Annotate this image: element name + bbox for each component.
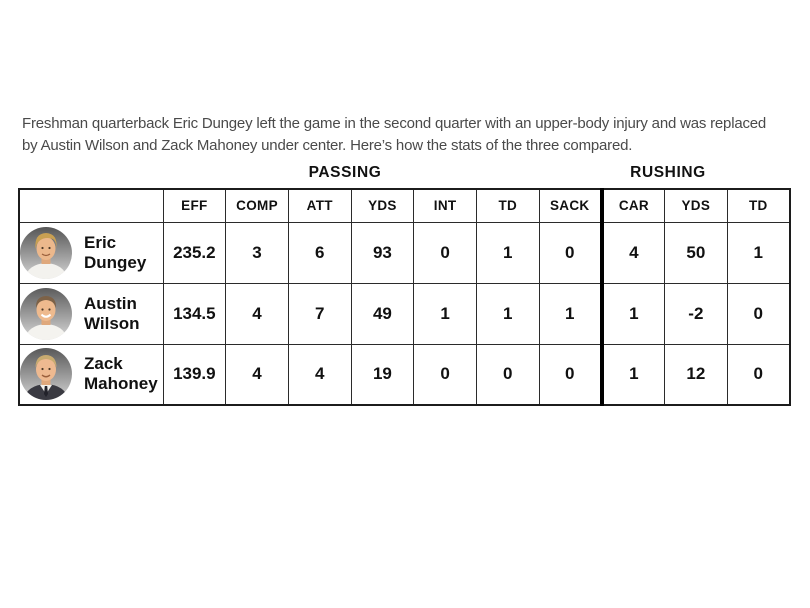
austin-wilson-headshot (20, 287, 72, 340)
stat-cell: 235.2 (162, 221, 227, 284)
player-cell: Zack Mahoney (18, 343, 164, 406)
column-header-eff: EFF (162, 188, 227, 223)
stat-cell: 134.5 (162, 282, 227, 345)
player-name: Zack Mahoney (84, 354, 158, 394)
stats-table: EFF COMP ATT YDS INT TD SACK CAR YDS TD (18, 188, 791, 406)
player-column-header (18, 188, 164, 223)
stat-cell: 0 (413, 343, 477, 406)
stat-cell: 93 (350, 221, 415, 284)
stat-cell: 19 (350, 343, 415, 406)
stat-cell: 49 (350, 282, 415, 345)
player-cell: Austin Wilson (18, 282, 164, 345)
stat-cell: 1 (475, 221, 540, 284)
column-header-rush-td: TD (726, 188, 791, 223)
stat-cell: 4 (225, 343, 289, 406)
intro-text: Freshman quarterback Eric Dungey left th… (22, 115, 767, 154)
rushing-group-header: RUSHING (630, 164, 706, 181)
stat-cell: 4 (599, 221, 665, 284)
column-header-pass-yds: YDS (350, 188, 415, 223)
stat-cell: 7 (287, 282, 352, 345)
column-header-rush-yds: YDS (664, 188, 728, 223)
zack-mahoney-headshot (20, 348, 72, 401)
column-header-car: CAR (599, 188, 665, 223)
eric-dungey-headshot (20, 226, 72, 279)
stat-cell: 0 (538, 343, 603, 406)
stat-cell: 4 (287, 343, 352, 406)
stat-cell: 1 (599, 282, 665, 345)
passing-group-header: PASSING (308, 164, 382, 181)
column-header-comp: COMP (225, 188, 289, 223)
stat-cell: 0 (726, 282, 791, 345)
stat-cell: 4 (225, 282, 289, 345)
stat-cell: 0 (538, 221, 603, 284)
column-header-sack: SACK (538, 188, 603, 223)
column-header-pass-td: TD (475, 188, 540, 223)
stat-cell: -2 (664, 282, 728, 345)
stat-cell: 1 (599, 343, 665, 406)
stat-cell: 1 (726, 221, 791, 284)
header-row: EFF COMP ATT YDS INT TD SACK CAR YDS TD (18, 188, 791, 223)
stat-cell: 0 (726, 343, 791, 406)
stat-cell: 50 (664, 221, 728, 284)
player-name: Austin Wilson (84, 293, 140, 333)
table-row-austin-wilson: Austin Wilson 134.5 4 7 49 1 1 1 1 -2 0 (18, 282, 791, 345)
stat-cell: 1 (475, 282, 540, 345)
table-row-eric-dungey: Eric Dungey 235.2 3 6 93 0 1 0 4 50 1 (18, 221, 791, 284)
stat-cell: 139.9 (162, 343, 227, 406)
column-header-att: ATT (287, 188, 352, 223)
stat-cell: 0 (413, 221, 477, 284)
stat-cell: 1 (538, 282, 603, 345)
stat-cell: 12 (664, 343, 728, 406)
stat-cell: 0 (475, 343, 540, 406)
stat-cell: 1 (413, 282, 477, 345)
table-row-zack-mahoney: Zack Mahoney 139.9 4 4 19 0 0 0 1 12 0 (18, 343, 791, 406)
column-header-int: INT (413, 188, 477, 223)
stat-cell: 6 (287, 221, 352, 284)
player-name: Eric Dungey (84, 232, 147, 272)
stat-cell: 3 (225, 221, 289, 284)
player-cell: Eric Dungey (18, 221, 164, 284)
